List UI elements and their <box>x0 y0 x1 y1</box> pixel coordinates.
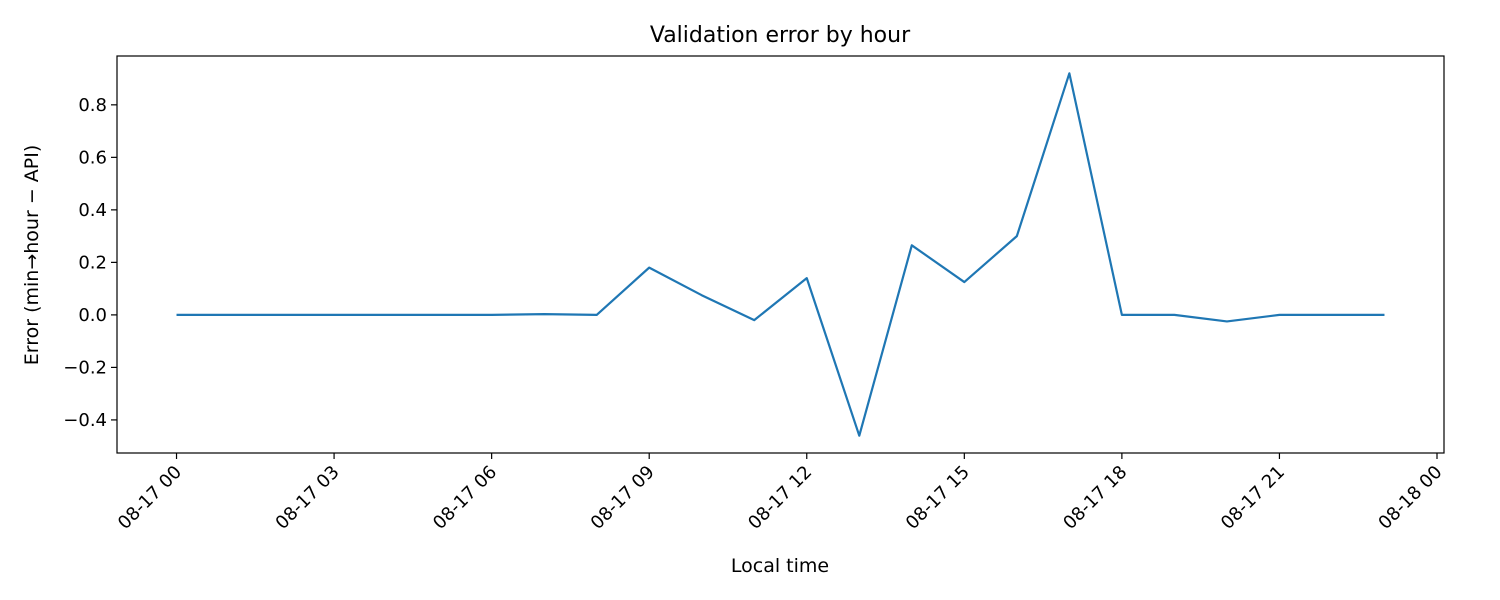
y-tick-label: 0.6 <box>78 147 107 168</box>
x-tick-label: 08-17 18 <box>1059 462 1131 534</box>
x-axis-label: Local time <box>731 555 829 577</box>
y-tick-label: 0.8 <box>78 95 107 116</box>
x-tick-label: 08-17 21 <box>1217 462 1289 534</box>
x-tick-label: 08-17 06 <box>429 462 501 534</box>
series-line <box>176 72 1385 437</box>
x-tick-label: 08-18 00 <box>1374 462 1446 534</box>
x-axis: 08-17 00 08-17 03 08-17 06 08-17 09 08-17 12… <box>114 453 1447 534</box>
x-tick-label: 08-17 00 <box>114 462 186 534</box>
y-axis-label: Error (min→hour − API) <box>21 145 43 366</box>
x-tick-label: 08-17 12 <box>744 462 816 534</box>
x-tick-label: 08-17 03 <box>272 462 344 534</box>
y-tick-label: −0.2 <box>63 357 107 378</box>
series-group <box>176 72 1385 437</box>
y-tick-label: 0.4 <box>78 200 107 221</box>
y-tick-label: 0.0 <box>78 305 107 326</box>
x-tick-label: 08-17 09 <box>587 462 659 534</box>
chart-title: Validation error by hour <box>650 23 911 48</box>
plot-area-frame <box>116 55 1445 454</box>
x-tick-label: 08-17 15 <box>902 462 974 534</box>
y-axis: −0.4 −0.2 0.0 0.2 0.4 0.6 0.8 <box>63 95 117 431</box>
y-tick-label: 0.2 <box>78 252 107 273</box>
y-tick-label: −0.4 <box>63 410 107 431</box>
